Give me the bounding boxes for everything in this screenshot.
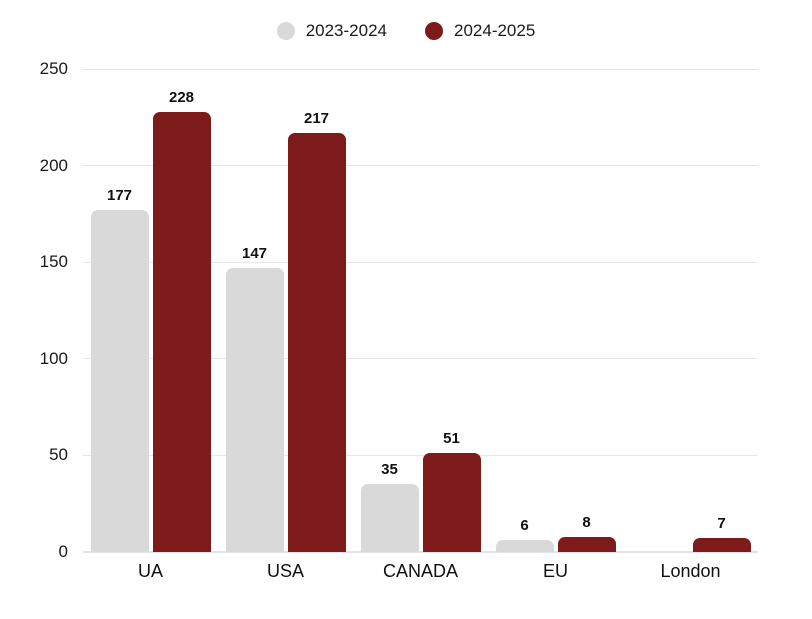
- legend-label: 2023-2024: [305, 21, 387, 40]
- bar-value-label: 8: [582, 513, 591, 531]
- legend-label: 2024-2025: [454, 21, 536, 40]
- bar-2023-2024-eu: [495, 540, 554, 552]
- gridline: [83, 551, 758, 553]
- bar-2024-2025-ua: [152, 111, 211, 552]
- gridline: [83, 454, 758, 456]
- bar-2024-2025-usa: [287, 132, 346, 552]
- bar-2023-2024-canada: [360, 484, 419, 552]
- bar-value-label: 6: [520, 517, 529, 535]
- bar-slot-empty: [631, 69, 689, 552]
- y-axis-tick-label: 0: [58, 542, 68, 561]
- bar-slot: 177: [90, 69, 149, 552]
- bar-2023-2024-ua: [90, 210, 149, 552]
- bar-slot: 35: [360, 69, 419, 552]
- y-axis-tick-label: 100: [39, 348, 68, 368]
- bar-slot: 6: [495, 69, 554, 552]
- bar-slot: 147: [225, 69, 284, 552]
- bars-layer: 177 228 147 217 35 51 6 8 7: [83, 69, 758, 552]
- bar-2024-2025-london: [692, 538, 751, 552]
- bar-value-label: 51: [443, 430, 460, 448]
- legend-swatch-icon: [276, 22, 295, 40]
- y-axis-tick-label: 200: [39, 155, 68, 175]
- bar-value-label: 7: [717, 515, 726, 533]
- bar-value-label: 217: [303, 109, 330, 127]
- x-axis-label-london: London: [660, 561, 721, 581]
- chart-legend: 2023-2024 2024-2025: [0, 22, 812, 40]
- bar-slot: 7: [692, 69, 751, 552]
- bar-group-canada: 35 51: [353, 69, 488, 552]
- bar-value-label: 147: [241, 245, 268, 262]
- bar-slot: 228: [152, 69, 211, 552]
- legend-item-2024-2025: 2024-2025: [425, 22, 535, 40]
- x-axis-label-canada: CANADA: [382, 561, 458, 581]
- legend-item-2023-2024: 2023-2024: [276, 21, 387, 40]
- bar-group-ua: 177 228: [83, 69, 218, 552]
- bar-2024-2025-eu: [557, 536, 616, 552]
- bar-value-label: 177: [106, 187, 133, 205]
- bar-value-label: 35: [381, 461, 398, 479]
- bar-slot: 8: [557, 69, 616, 552]
- bar-slot: 217: [287, 69, 346, 552]
- y-axis-tick-label: 150: [39, 252, 68, 272]
- bar-slot: 51: [422, 69, 481, 552]
- gridline: [83, 68, 758, 70]
- bar-value-label: 228: [168, 88, 195, 106]
- x-axis-label-ua: UA: [137, 561, 163, 581]
- x-axis-label-eu: EU: [542, 561, 568, 581]
- bar-group-london: 7: [623, 69, 758, 552]
- legend-swatch-icon: [425, 22, 443, 40]
- x-axis-label-usa: USA: [266, 561, 304, 581]
- bar-group-usa: 147 217: [218, 69, 353, 552]
- y-axis-tick-label: 50: [49, 445, 68, 465]
- gridline: [83, 165, 758, 167]
- x-axis: UA USA CANADA EU London: [83, 560, 758, 582]
- bar-2024-2025-canada: [422, 453, 481, 552]
- y-axis-tick-label: 250: [39, 59, 68, 78]
- bar-2023-2024-usa: [225, 268, 284, 552]
- gridline: [83, 261, 758, 263]
- gridline: [83, 358, 758, 360]
